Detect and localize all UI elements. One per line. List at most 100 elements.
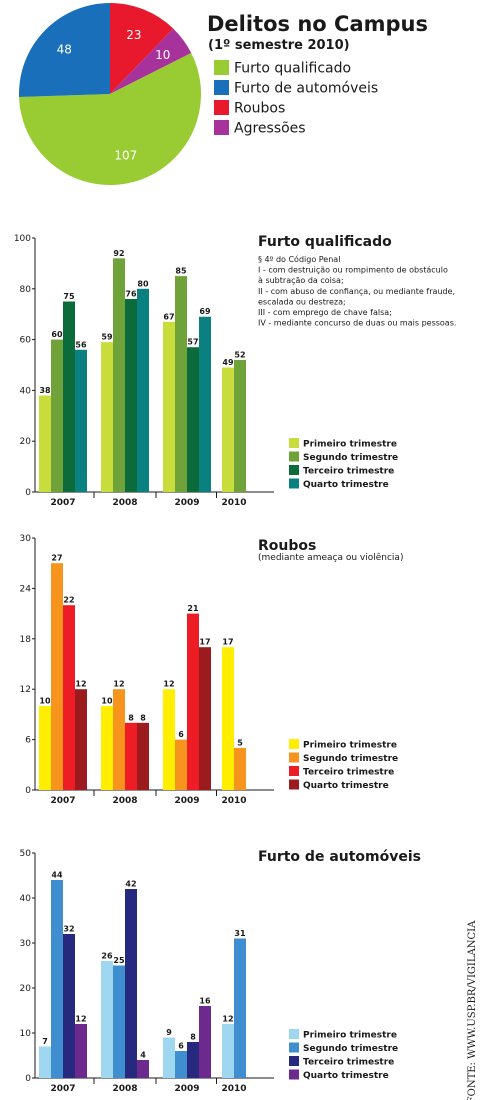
bar-value-label: 6 (178, 1042, 184, 1051)
bar-value-label: 69 (199, 307, 211, 316)
bar-value-label: 27 (51, 554, 62, 563)
bar (51, 339, 63, 492)
bar-value-label: 8 (128, 713, 134, 722)
bar (222, 647, 234, 790)
legend-label: Segundo trimestre (303, 1044, 398, 1054)
bar (125, 889, 137, 1078)
bar (101, 961, 113, 1078)
x-tick-label: 2008 (112, 796, 137, 806)
x-tick-label: 2007 (50, 498, 75, 508)
x-tick-label: 2009 (174, 498, 199, 508)
bar (51, 563, 63, 790)
legend-swatch (289, 1029, 299, 1039)
x-tick-label: 2009 (174, 796, 199, 806)
bar-value-label: 57 (187, 338, 198, 347)
note-line: II - com abuso de confiança, ou mediante… (258, 287, 455, 296)
y-tick-label: 30 (20, 939, 32, 949)
pie-slice-label: 107 (114, 149, 137, 163)
bar-value-label: 12 (75, 680, 86, 689)
pie-slice-label: 23 (126, 28, 141, 42)
bar-value-label: 42 (125, 880, 136, 889)
bar-value-label: 17 (199, 638, 210, 647)
legend-label: Segundo trimestre (303, 754, 398, 764)
bar-value-label: 59 (101, 333, 113, 342)
bar-value-label: 38 (39, 386, 51, 395)
chart-furto-automoveis: Furto de automóveis 0 10 20 30 40 50 7 44 32 12 20… (20, 849, 421, 1094)
legend-label: Quarto trimestre (303, 480, 389, 490)
bar (113, 258, 125, 492)
bar (75, 349, 87, 492)
legend-swatch (289, 438, 299, 448)
chart-title: Furto de automóveis (258, 849, 421, 865)
pie-title: Delitos no Campus (207, 12, 428, 36)
pie-legend: Furto qualificado Furto de automóveis Roub… (214, 60, 378, 137)
bar-value-label: 52 (234, 350, 245, 359)
bar (39, 1046, 51, 1078)
source-note: FONTE: WWW.USP.BR/VIGILANCIA (467, 920, 478, 1100)
bar-value-label: 10 (101, 697, 113, 706)
legend-swatch (289, 1042, 299, 1053)
y-tick-label: 24 (20, 584, 32, 594)
chart-title: Furto qualificado (258, 234, 392, 250)
legend-swatch (289, 1069, 299, 1080)
bar (187, 347, 199, 492)
chart-title: Roubos (258, 538, 316, 554)
bar (163, 1037, 175, 1078)
bar (137, 722, 149, 790)
bar-value-label: 92 (113, 249, 124, 258)
bar (63, 934, 75, 1078)
bar (63, 605, 75, 790)
bar (125, 298, 137, 492)
bar (163, 689, 175, 790)
bar (187, 1042, 199, 1078)
note-line: § 4º do Código Penal (258, 254, 340, 264)
chart-subtitle: (mediante ameaça ou violência) (258, 552, 403, 563)
bar-value-label: 16 (199, 997, 211, 1006)
bar (75, 1024, 87, 1078)
bar (101, 342, 113, 492)
note-line: IV - mediante concurso de duas ou mais p… (258, 319, 456, 328)
legend-label: Furto de automóveis (234, 81, 378, 97)
x-tick-label: 2010 (221, 796, 246, 806)
chart-roubos: Roubos (mediante ameaça ou violência) 0 6… (20, 534, 404, 806)
bar-value-label: 26 (101, 952, 113, 961)
y-tick-label: 40 (20, 386, 32, 396)
bar (175, 276, 187, 492)
bar-value-label: 22 (63, 596, 74, 605)
bar (199, 316, 211, 492)
bar (137, 1060, 149, 1078)
bar (101, 706, 113, 790)
x-tick-label: 2007 (50, 796, 75, 806)
bar (51, 880, 63, 1078)
bar-value-label: 10 (39, 697, 51, 706)
bar (63, 301, 75, 492)
legend-swatch (289, 1056, 299, 1066)
note-line: à subtração da coisa; (258, 276, 344, 285)
legend-swatch (214, 100, 229, 115)
pie-slice (110, 28, 192, 95)
bar (222, 367, 234, 492)
legend-swatch (289, 465, 299, 475)
bar (175, 739, 187, 790)
y-tick-label: 0 (25, 1074, 31, 1084)
bar (39, 706, 51, 790)
bar-value-label: 44 (51, 871, 63, 880)
x-tick-label: 2010 (221, 498, 246, 508)
legend-swatch (289, 451, 299, 462)
legend-label: Quarto trimestre (303, 1071, 389, 1081)
bar-value-label: 25 (113, 956, 125, 965)
y-tick-label: 20 (20, 437, 32, 447)
bar-value-label: 80 (137, 279, 149, 288)
bar (39, 395, 51, 492)
legend-label: Terceiro trimestre (303, 467, 394, 477)
legend-swatch (214, 60, 229, 75)
bar-value-label: 12 (113, 680, 124, 689)
pie-subtitle: (1º semestre 2010) (208, 38, 350, 53)
legend-label: Roubos (234, 101, 285, 117)
y-tick-label: 18 (20, 635, 32, 645)
bar-value-label: 75 (63, 292, 75, 301)
legend-label: Furto qualificado (234, 61, 351, 77)
bar (175, 1051, 187, 1078)
legend-swatch (289, 739, 299, 749)
